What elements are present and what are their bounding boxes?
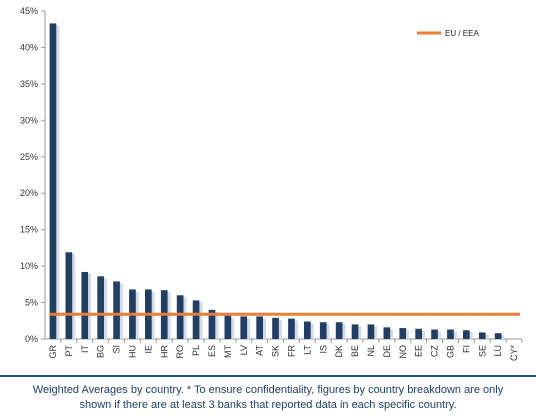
chart-caption: Weighted Averages by country. * To ensur… xyxy=(0,375,536,419)
category-label: NO xyxy=(398,345,408,359)
bar xyxy=(208,309,216,339)
category-label: PT xyxy=(64,345,74,357)
bar xyxy=(367,324,375,339)
category-label: GR xyxy=(48,344,58,358)
chart-area: 0% 5% 10% 15% 20% 25% 30% 35% 40% 45% GR PT IT BG SI HU… xyxy=(20,6,523,362)
y-tick-label: 20% xyxy=(20,188,38,198)
y-tick-label: 30% xyxy=(20,115,38,125)
category-label: IS xyxy=(318,345,328,354)
category-label: DE xyxy=(382,345,392,358)
category-label: RO xyxy=(175,345,185,359)
y-tick-label: 0% xyxy=(25,334,38,344)
bar xyxy=(113,281,120,339)
category-label: GB xyxy=(445,345,455,358)
bar xyxy=(288,318,295,339)
category-label: LU xyxy=(493,345,503,357)
category-label: BG xyxy=(96,345,106,358)
category-label: DK xyxy=(334,345,344,358)
y-tick-label: 15% xyxy=(20,225,38,235)
bar xyxy=(97,276,104,339)
bar xyxy=(240,316,248,339)
category-label: CY* xyxy=(509,345,519,362)
bar xyxy=(192,300,200,339)
category-label: LT xyxy=(302,345,312,355)
category-label: ES xyxy=(207,345,217,357)
y-tick-label: 25% xyxy=(20,152,38,162)
y-tick-label: 10% xyxy=(20,261,38,271)
bar xyxy=(494,333,502,339)
bar xyxy=(478,332,486,339)
bar xyxy=(176,295,184,339)
bar xyxy=(49,23,57,339)
bar xyxy=(351,324,359,339)
bar xyxy=(399,328,407,339)
bar xyxy=(304,321,311,339)
bar xyxy=(65,252,73,339)
caption-line-1: Weighted Averages by country. * To ensur… xyxy=(32,384,504,396)
bar-chart: 0% 5% 10% 15% 20% 25% 30% 35% 40% 45% GR PT IT BG SI HU… xyxy=(20,6,523,362)
category-label: FR xyxy=(286,345,296,357)
category-label: CZ xyxy=(430,345,440,357)
category-label: IT xyxy=(80,344,90,353)
bar xyxy=(319,322,327,339)
bar xyxy=(431,329,438,339)
category-label: EE xyxy=(414,345,424,357)
bar xyxy=(256,316,263,339)
bar xyxy=(81,271,89,339)
caption-line-2: shown if there are at least 3 banks that… xyxy=(79,399,457,411)
category-label: SI xyxy=(112,345,122,354)
bar xyxy=(447,329,454,339)
category-label: BE xyxy=(350,345,360,357)
bar xyxy=(335,322,343,339)
y-tick-label: 35% xyxy=(20,79,38,89)
bar xyxy=(224,315,232,339)
category-label: SK xyxy=(271,345,281,357)
category-label: FI xyxy=(461,345,471,353)
category-label: NL xyxy=(366,345,376,357)
legend-label: EU / EEA xyxy=(445,29,479,38)
bar xyxy=(415,328,422,339)
bar xyxy=(463,330,470,339)
y-tick-label: 5% xyxy=(25,298,38,308)
category-label: AT xyxy=(255,345,265,356)
bar xyxy=(272,317,279,339)
category-label: SE xyxy=(477,345,487,357)
bar xyxy=(383,327,391,339)
category-label: IE xyxy=(143,345,153,354)
category-label: MT xyxy=(223,345,233,358)
category-label: PL xyxy=(191,345,201,356)
category-label: HU xyxy=(127,345,137,358)
y-tick-label: 40% xyxy=(20,42,38,52)
category-label: HR xyxy=(159,345,169,358)
y-tick-label: 45% xyxy=(20,6,38,16)
category-label: LV xyxy=(239,345,249,355)
